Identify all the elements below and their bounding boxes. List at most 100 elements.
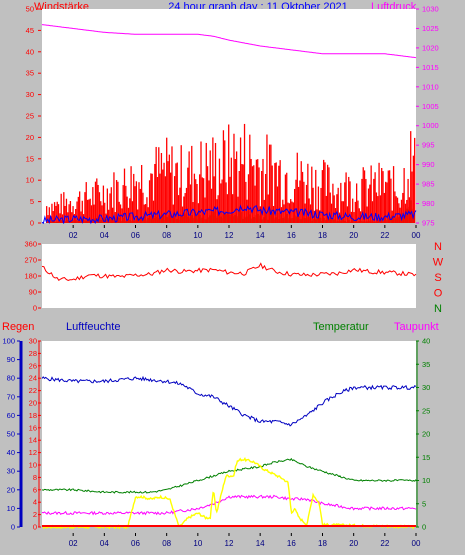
pressure-tick-label: 1025 (422, 24, 439, 33)
direction-tick-label: 360 (24, 240, 37, 249)
compass-label: O (434, 288, 443, 300)
wind-tick-label: 30 (26, 90, 34, 99)
humidity-tick-label: 26 (29, 361, 37, 370)
humidity-tick-label: 16 (29, 423, 37, 432)
compass-label: N (434, 303, 442, 315)
compass-label: S (434, 272, 441, 284)
humidity-tick-label: 20 (29, 399, 37, 408)
hour-label: 12 (225, 231, 234, 240)
temperature-tick-label: 40 (422, 337, 430, 346)
rain-tick-label: 60 (7, 411, 15, 420)
hour-label: 00 (412, 539, 421, 548)
hour-label: 06 (131, 231, 140, 240)
hour-label: 16 (287, 539, 296, 548)
wind-tick-label: 20 (26, 133, 34, 142)
wind-tick-label: 15 (26, 154, 34, 163)
wind-tick-label: 5 (30, 197, 34, 206)
temperature-tick-label: 30 (422, 383, 430, 392)
rain-tick-label: 70 (7, 392, 15, 401)
humidity-tick-label: 8 (33, 473, 37, 482)
temperature-tick-label: 10 (422, 476, 430, 485)
hour-labels-top: 02 04 06 08 10 12 14 16 18 20 22 00 (69, 225, 421, 240)
direction-tick-label: 90 (29, 288, 37, 297)
pressure-tick-label: 1015 (422, 63, 439, 72)
wind-axis-ticks: 0 5 10 15 20 25 30 35 40 45 50 (26, 5, 41, 228)
hour-label: 04 (100, 231, 109, 240)
regen-label: Regen (2, 321, 34, 333)
compass-label: N (434, 241, 442, 253)
hour-label: 16 (287, 231, 296, 240)
taupunkt-label: Taupunkt (394, 321, 439, 333)
rain-tick-label: 0 (11, 523, 15, 532)
pressure-tick-label: 990 (422, 160, 435, 169)
hour-label: 22 (380, 231, 389, 240)
humidity-line (41, 375, 417, 427)
rain-tick-label: 40 (7, 448, 15, 457)
direction-tick-label: 0 (33, 304, 37, 313)
weather-plot-area (42, 341, 416, 527)
wind-tick-label: 0 (30, 219, 34, 228)
temperatur-label: Temperatur (313, 321, 369, 333)
pressure-tick-label: 1000 (422, 121, 439, 130)
rain-tick-label: 50 (7, 430, 15, 439)
luftfeuchte-label: Luftfeuchte (66, 321, 120, 333)
pressure-tick-label: 985 (422, 180, 435, 189)
rain-tick-label: 10 (7, 504, 15, 513)
direction-plot-lines (41, 262, 417, 282)
humidity-tick-label: 30 (29, 337, 37, 346)
direction-tick-label: 270 (24, 256, 37, 265)
hour-label: 04 (100, 539, 109, 548)
humidity-tick-label: 12 (29, 448, 37, 457)
hour-label: 08 (162, 231, 171, 240)
temperature-tick-label: 5 (422, 499, 426, 508)
rain-tick-label: 100 (2, 337, 15, 346)
hour-label: 22 (380, 539, 389, 548)
hour-label: 14 (256, 539, 265, 548)
temperature-tick-label: 15 (422, 453, 430, 462)
humidity-tick-label: 24 (29, 374, 37, 383)
rain-axis-ticks: 0 10 20 30 40 50 60 70 80 90 100 (2, 337, 20, 532)
hour-label: 18 (318, 539, 327, 548)
dewpoint-line (41, 494, 417, 516)
rain-tick-label: 90 (7, 355, 15, 364)
direction-plot-area (42, 244, 416, 308)
wind-tick-label: 45 (26, 26, 34, 35)
humidity-tick-label: 6 (33, 485, 37, 494)
wind-tick-label: 50 (26, 5, 34, 14)
rain-tick-label: 30 (7, 467, 15, 476)
humidity-tick-label: 28 (29, 349, 37, 358)
hour-label: 10 (193, 539, 202, 548)
direction-axis-ticks: 0 90 180 270 360 (24, 240, 41, 313)
wind-tick-label: 35 (26, 69, 34, 78)
hour-label: 06 (131, 539, 140, 548)
hour-label: 14 (256, 231, 265, 240)
wind-tick-label: 25 (26, 112, 34, 121)
hour-label: 18 (318, 231, 327, 240)
humidity-tick-label: 10 (29, 461, 37, 470)
hour-label: 02 (69, 539, 78, 548)
humidity-tick-label: 18 (29, 411, 37, 420)
hour-labels-bottom: 02 04 06 08 10 12 14 16 18 20 22 00 (69, 533, 421, 548)
wind-plot-lines (41, 24, 417, 225)
pressure-tick-label: 980 (422, 199, 435, 208)
compass-label: W (433, 257, 444, 269)
temperature-tick-label: 25 (422, 406, 430, 415)
hour-label: 00 (412, 231, 421, 240)
gust-line (41, 204, 417, 225)
rain-tick-label: 80 (7, 374, 15, 383)
pressure-tick-label: 995 (422, 141, 435, 150)
weather-plot-lines (41, 375, 417, 530)
pressure-tick-label: 1030 (422, 5, 439, 14)
hour-label: 12 (225, 539, 234, 548)
humidity-tick-label: 14 (29, 436, 37, 445)
pressure-tick-label: 1010 (422, 82, 439, 91)
pressure-line (41, 24, 417, 59)
wind-tick-label: 10 (26, 176, 34, 185)
temperature-tick-label: 20 (422, 430, 430, 439)
pressure-tick-label: 975 (422, 219, 435, 228)
pressure-axis-ticks: 975 980 985 990 995 1000 1005 1010 1015 1020 1025 1… (416, 5, 439, 228)
humidity-tick-label: 0 (33, 523, 37, 532)
hour-label: 10 (193, 231, 202, 240)
